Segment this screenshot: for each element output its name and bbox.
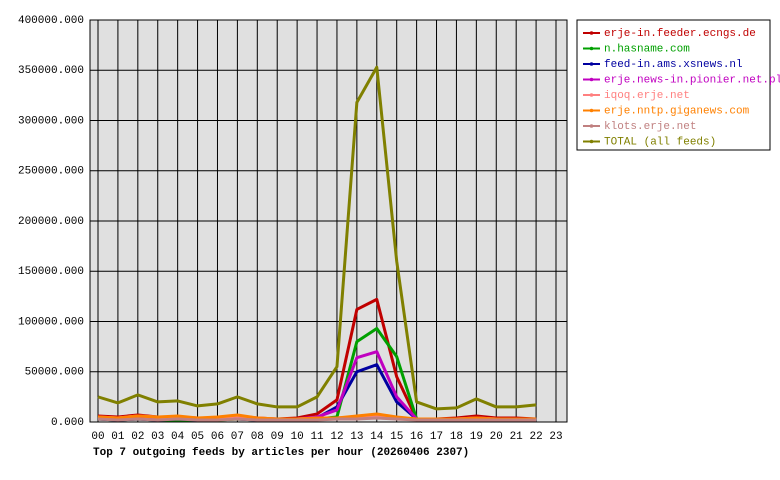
x-tick-label: 23	[549, 431, 562, 443]
x-tick-label: 03	[151, 431, 164, 443]
x-tick-label: 11	[310, 431, 324, 443]
legend-label: TOTAL (all feeds)	[604, 136, 716, 148]
y-tick-label: 50000.000	[25, 367, 84, 379]
legend-label: erje.nntp.giganews.com	[604, 105, 750, 117]
x-tick-label: 09	[271, 431, 284, 443]
x-tick-label: 05	[191, 431, 204, 443]
x-tick-label: 21	[510, 431, 524, 443]
x-tick-label: 17	[430, 431, 443, 443]
legend-marker	[589, 46, 594, 51]
chart-title: Top 7 outgoing feeds by articles per hou…	[93, 447, 469, 459]
x-tick-label: 07	[231, 431, 244, 443]
x-tick-label: 15	[390, 431, 403, 443]
y-tick-label: 350000.000	[18, 65, 84, 77]
x-tick-label: 22	[529, 431, 542, 443]
legend-marker	[589, 124, 594, 128]
y-tick-label: 400000.000	[18, 15, 84, 27]
plot-frame	[89, 19, 568, 423]
legend-label: n.hasname.com	[604, 43, 690, 55]
x-tick-label: 10	[291, 431, 304, 443]
legend-box	[576, 19, 771, 151]
legend-label: klots.erje.net	[604, 121, 696, 133]
y-tick-label: 100000.000	[18, 316, 84, 328]
x-tick-label: 20	[490, 431, 503, 443]
legend-marker	[589, 93, 594, 97]
x-tick-label: 16	[410, 431, 423, 443]
legend-label: iqoq.erje.net	[604, 90, 690, 102]
x-tick-label: 12	[330, 431, 343, 443]
legend-marker	[589, 139, 594, 144]
series-line	[97, 416, 537, 422]
y-tick-label: 0.000	[51, 417, 84, 429]
y-tick-label: 200000.000	[18, 216, 84, 228]
legend-label: feed-in.ams.xsnews.nl	[604, 59, 743, 71]
legend-label: erje.news-in.pionier.net.pl	[604, 74, 780, 86]
series-line	[97, 65, 537, 411]
legend-marker	[589, 31, 594, 35]
x-tick-label: 13	[350, 431, 363, 443]
x-tick-label: 08	[251, 431, 264, 443]
x-tick-label: 18	[450, 431, 463, 443]
x-tick-label: 19	[470, 431, 483, 443]
x-tick-label: 04	[171, 431, 185, 443]
legend-marker	[589, 77, 594, 82]
x-tick-label: 02	[131, 431, 144, 443]
legend-marker	[589, 108, 594, 113]
legend-marker	[589, 62, 594, 66]
y-tick-label: 250000.000	[18, 166, 84, 178]
x-tick-label: 14	[370, 431, 384, 443]
legend-label: erje-in.feeder.ecngs.de	[604, 28, 756, 40]
x-tick-label: 06	[211, 431, 224, 443]
y-tick-label: 150000.000	[18, 266, 84, 278]
y-tick-label: 300000.000	[18, 115, 84, 127]
x-tick-label: 00	[91, 431, 104, 443]
x-tick-label: 01	[111, 431, 125, 443]
